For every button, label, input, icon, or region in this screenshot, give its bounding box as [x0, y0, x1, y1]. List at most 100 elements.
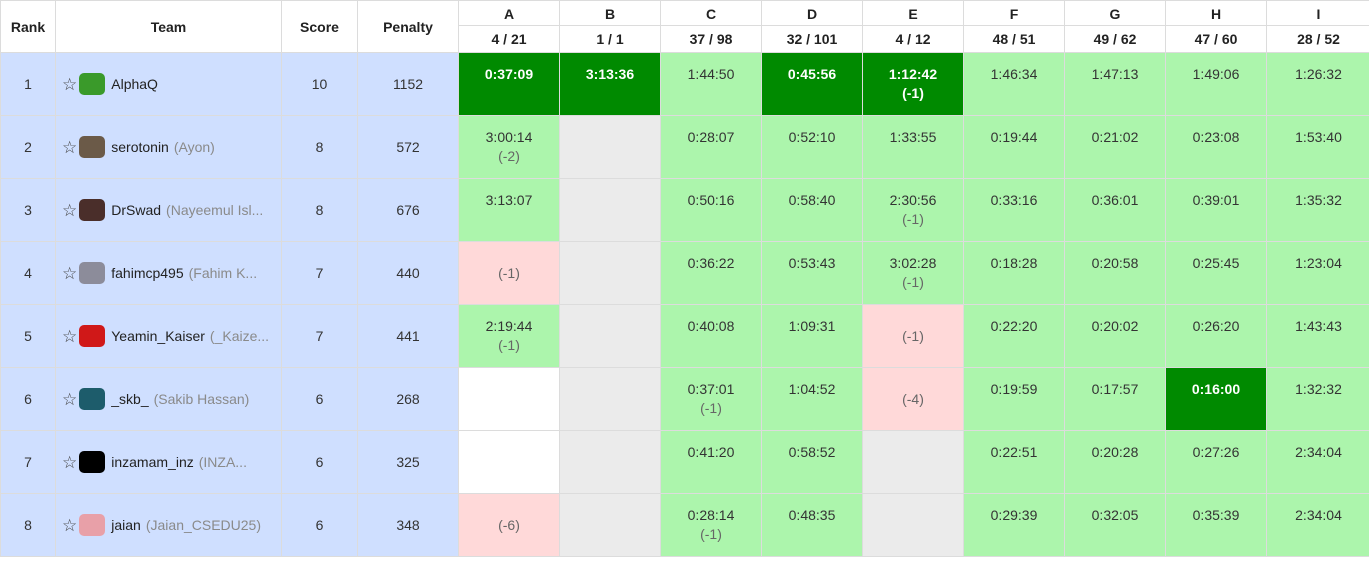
problem-header-c[interactable]: C 37 / 98: [660, 0, 762, 53]
problem-cell-g[interactable]: 0:20:28: [1064, 430, 1166, 494]
problem-letter[interactable]: I: [1267, 1, 1369, 26]
problem-header-i[interactable]: I 28 / 52: [1266, 0, 1369, 53]
problem-cell-c[interactable]: 0:28:07: [660, 115, 762, 179]
person-photo-avatar[interactable]: [79, 199, 106, 221]
problem-cell-a[interactable]: 2:19:44 (-1): [458, 304, 560, 368]
problem-cell-h[interactable]: 0:16:00: [1165, 367, 1267, 431]
problem-cell-h[interactable]: 0:23:08: [1165, 115, 1267, 179]
problem-cell-a[interactable]: (-6): [458, 493, 560, 557]
problem-cell-b[interactable]: 3:13:36: [559, 52, 661, 116]
problem-cell-a[interactable]: 0:37:09: [458, 52, 560, 116]
problem-cell-g[interactable]: 0:32:05: [1064, 493, 1166, 557]
favorite-star-icon[interactable]: ☆: [62, 137, 78, 157]
problem-cell-g[interactable]: 0:20:02: [1064, 304, 1166, 368]
problem-cell-h[interactable]: 0:25:45: [1165, 241, 1267, 305]
problem-letter[interactable]: B: [560, 1, 660, 26]
favorite-star-icon[interactable]: ☆: [62, 200, 78, 220]
problem-cell-e[interactable]: 3:02:28 (-1): [862, 241, 964, 305]
rank-header[interactable]: Rank: [0, 0, 56, 53]
favorite-star-icon[interactable]: ☆: [62, 515, 78, 535]
team-header[interactable]: Team: [55, 0, 282, 53]
person-photo-avatar[interactable]: [79, 136, 106, 158]
problem-cell-e[interactable]: (-4): [862, 367, 964, 431]
pink-cartoon-avatar[interactable]: [79, 514, 106, 536]
problem-cell-g[interactable]: 0:36:01: [1064, 178, 1166, 242]
problem-cell-e[interactable]: 2:30:56 (-1): [862, 178, 964, 242]
problem-cell-d[interactable]: 0:52:10: [761, 115, 863, 179]
team-handle-link[interactable]: serotonin: [111, 139, 169, 155]
problem-header-f[interactable]: F 48 / 51: [963, 0, 1065, 53]
problem-cell-d[interactable]: 0:53:43: [761, 241, 863, 305]
problem-header-e[interactable]: E 4 / 12: [862, 0, 964, 53]
problem-cell-i[interactable]: 1:53:40: [1266, 115, 1369, 179]
problem-cell-f[interactable]: 0:29:39: [963, 493, 1065, 557]
team-handle-link[interactable]: _skb_: [111, 391, 149, 407]
problem-cell-g[interactable]: 1:47:13: [1064, 52, 1166, 116]
problem-letter[interactable]: A: [459, 1, 559, 26]
penalty-header[interactable]: Penalty: [357, 0, 459, 53]
problem-cell-d[interactable]: 0:45:56: [761, 52, 863, 116]
favorite-star-icon[interactable]: ☆: [62, 326, 78, 346]
favorite-star-icon[interactable]: ☆: [62, 389, 78, 409]
problem-cell-c[interactable]: 0:41:20: [660, 430, 762, 494]
problem-cell-d[interactable]: 0:58:52: [761, 430, 863, 494]
problem-cell-h[interactable]: 0:35:39: [1165, 493, 1267, 557]
score-header[interactable]: Score: [281, 0, 358, 53]
problem-header-b[interactable]: B 1 / 1: [559, 0, 661, 53]
team-handle-link[interactable]: fahimcp495: [111, 265, 184, 281]
problem-cell-c[interactable]: 0:40:08: [660, 304, 762, 368]
problem-letter[interactable]: H: [1166, 1, 1266, 26]
problem-cell-f[interactable]: 1:46:34: [963, 52, 1065, 116]
problem-cell-c[interactable]: 0:36:22: [660, 241, 762, 305]
favorite-star-icon[interactable]: ☆: [62, 74, 78, 94]
problem-cell-f[interactable]: 0:22:51: [963, 430, 1065, 494]
problem-cell-d[interactable]: 1:09:31: [761, 304, 863, 368]
problem-cell-h[interactable]: 0:27:26: [1165, 430, 1267, 494]
problem-cell-g[interactable]: 0:21:02: [1064, 115, 1166, 179]
problem-letter[interactable]: C: [661, 1, 761, 26]
problem-cell-e[interactable]: (-1): [862, 304, 964, 368]
problem-cell-i[interactable]: 1:26:32: [1266, 52, 1369, 116]
problem-cell-i[interactable]: 1:43:43: [1266, 304, 1369, 368]
problem-cell-h[interactable]: 0:39:01: [1165, 178, 1267, 242]
problem-cell-c[interactable]: 1:44:50: [660, 52, 762, 116]
problem-letter[interactable]: D: [762, 1, 862, 26]
problem-cell-f[interactable]: 0:33:16: [963, 178, 1065, 242]
problem-cell-d[interactable]: 1:04:52: [761, 367, 863, 431]
problem-letter[interactable]: E: [863, 1, 963, 26]
problem-header-g[interactable]: G 49 / 62: [1064, 0, 1166, 53]
problem-header-d[interactable]: D 32 / 101: [761, 0, 863, 53]
favorite-star-icon[interactable]: ☆: [62, 452, 78, 472]
problem-cell-i[interactable]: 2:34:04: [1266, 493, 1369, 557]
problem-cell-f[interactable]: 0:22:20: [963, 304, 1065, 368]
problem-cell-f[interactable]: 0:18:28: [963, 241, 1065, 305]
problem-cell-f[interactable]: 0:19:59: [963, 367, 1065, 431]
black-avatar[interactable]: [79, 451, 106, 473]
problem-header-a[interactable]: A 4 / 21: [458, 0, 560, 53]
problem-cell-f[interactable]: 0:19:44: [963, 115, 1065, 179]
problem-cell-c[interactable]: 0:50:16: [660, 178, 762, 242]
red-figure-avatar[interactable]: [79, 325, 106, 347]
favorite-star-icon[interactable]: ☆: [62, 263, 78, 283]
problem-cell-a[interactable]: 3:00:14 (-2): [458, 115, 560, 179]
bunny-avatar[interactable]: [79, 262, 106, 284]
team-handle-link[interactable]: DrSwad: [111, 202, 162, 218]
team-handle-link[interactable]: inzamam_inz: [111, 454, 194, 470]
problem-cell-d[interactable]: 0:58:40: [761, 178, 863, 242]
problem-letter[interactable]: G: [1065, 1, 1165, 26]
problem-cell-e[interactable]: 1:12:42 (-1): [862, 52, 964, 116]
teal-pixel-avatar[interactable]: [79, 388, 106, 410]
problem-cell-e[interactable]: 1:33:55: [862, 115, 964, 179]
problem-cell-a[interactable]: 3:13:07: [458, 178, 560, 242]
green-creature-avatar[interactable]: [79, 73, 106, 95]
problem-cell-c[interactable]: 0:28:14 (-1): [660, 493, 762, 557]
problem-cell-a[interactable]: (-1): [458, 241, 560, 305]
problem-cell-d[interactable]: 0:48:35: [761, 493, 863, 557]
problem-cell-c[interactable]: 0:37:01 (-1): [660, 367, 762, 431]
problem-cell-i[interactable]: 1:32:32: [1266, 367, 1369, 431]
problem-cell-i[interactable]: 1:35:32: [1266, 178, 1369, 242]
team-handle-link[interactable]: AlphaQ: [111, 76, 158, 92]
problem-cell-i[interactable]: 2:34:04: [1266, 430, 1369, 494]
team-handle-link[interactable]: jaian: [111, 517, 141, 533]
team-handle-link[interactable]: Yeamin_Kaiser: [111, 328, 205, 344]
